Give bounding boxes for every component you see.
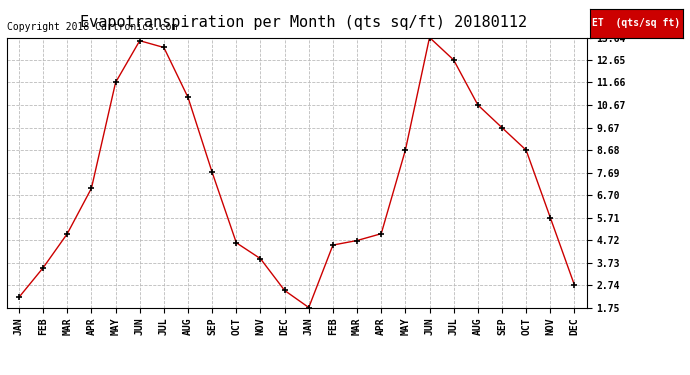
Text: Copyright 2018 Cartronics.com: Copyright 2018 Cartronics.com [7, 22, 177, 33]
Text: ET  (qts/sq ft): ET (qts/sq ft) [593, 18, 680, 28]
Text: Evapotranspiration per Month (qts sq/ft) 20180112: Evapotranspiration per Month (qts sq/ft)… [80, 15, 527, 30]
